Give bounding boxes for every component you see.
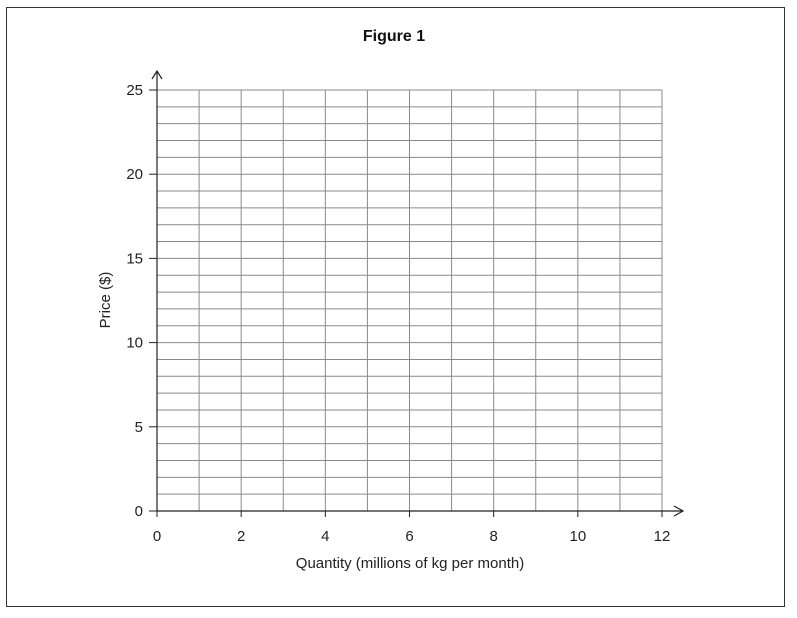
x-tick-label: 8 — [489, 528, 497, 545]
y-tick-label: 25 — [126, 82, 143, 99]
x-tick-label: 4 — [321, 528, 329, 545]
y-axis-arrow — [151, 69, 163, 80]
y-axis-ticks: 0 5 10 15 20 25 — [126, 82, 157, 520]
x-axis-arrow — [673, 505, 685, 517]
x-tick-label: 2 — [237, 528, 245, 545]
chart-title: Figure 1 — [363, 28, 425, 45]
x-tick-label: 0 — [153, 528, 161, 545]
y-tick-label: 15 — [126, 250, 143, 267]
x-tick-label: 6 — [405, 528, 413, 545]
y-tick-label: 10 — [126, 335, 143, 352]
x-axis-label: Quantity (millions of kg per month) — [296, 555, 524, 572]
axes — [151, 69, 685, 517]
y-tick-label: 20 — [126, 166, 143, 183]
x-axis-ticks: 0 2 4 6 8 10 12 — [153, 511, 671, 545]
x-tick-label: 12 — [654, 528, 671, 545]
y-tick-label: 0 — [135, 503, 143, 520]
y-tick-label: 5 — [135, 419, 143, 436]
x-tick-label: 10 — [569, 528, 586, 545]
y-axis-label: Price ($) — [97, 272, 114, 329]
grid — [157, 89, 663, 511]
